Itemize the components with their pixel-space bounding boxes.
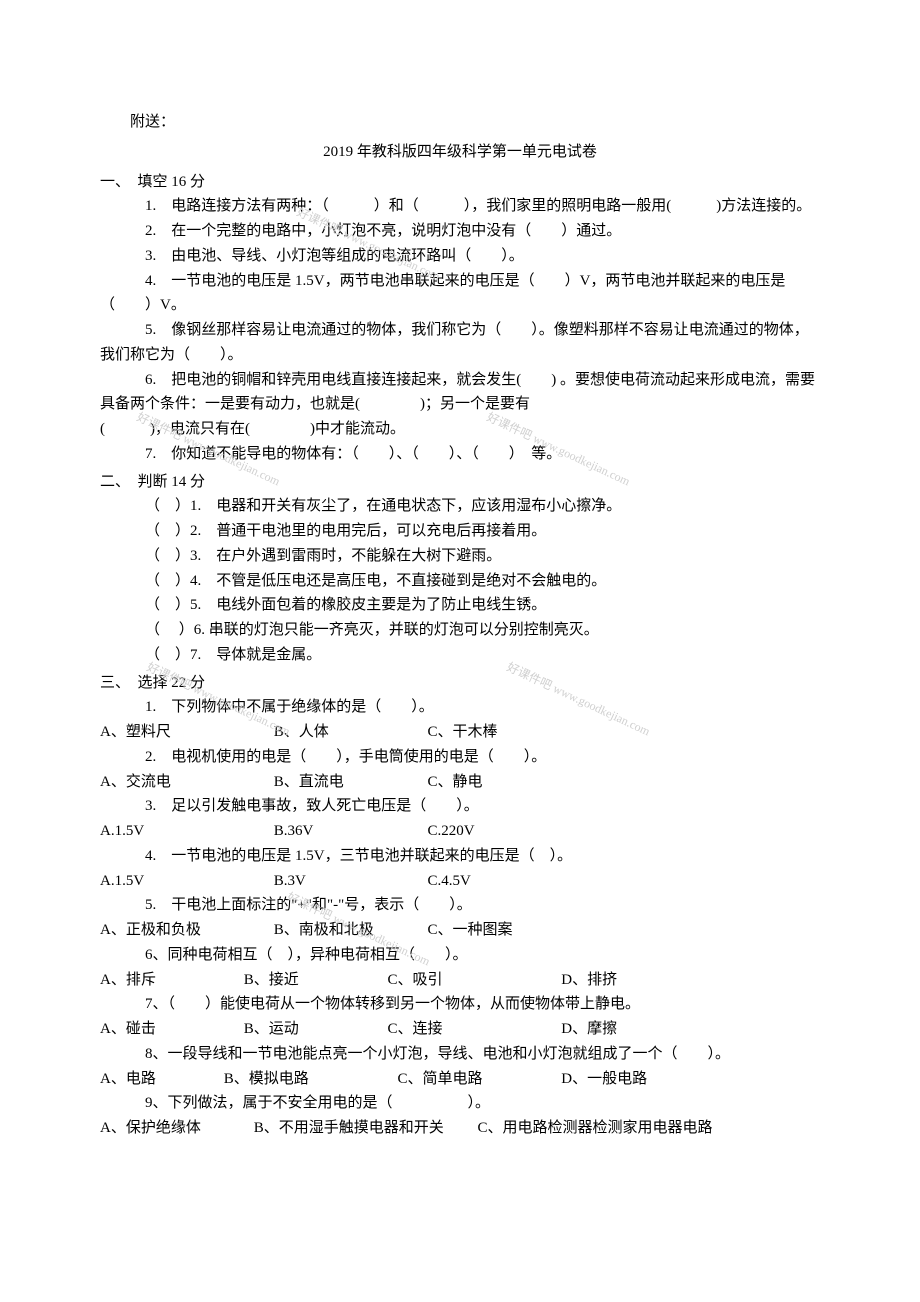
s1-q1: 1. 电路连接方法有两种：（ ）和（ ），我们家里的照明电路一般用( )方法连接…: [100, 194, 820, 219]
s3-q9-c: C、用电路检测器检测家用电器电路: [478, 1116, 713, 1141]
prefix-text: 附送：: [100, 110, 820, 135]
s3-q7: 7、（ ）能使电荷从一个物体转移到另一个物体，从而使物体带上静电。: [100, 992, 820, 1017]
exam-page: 好课件吧 www.goodkejian.com 好课件吧 www.goodkej…: [0, 0, 920, 1302]
s3-q5-c: C、一种图案: [428, 918, 513, 943]
s3-q5-options: A、正极和负极 B、南极和北极 C、一种图案: [100, 918, 820, 943]
s3-q8-a: A、电路: [100, 1067, 220, 1092]
s2-q4: （ ）4. 不管是低压电还是高压电，不直接碰到是绝对不会触电的。: [100, 569, 820, 594]
s3-q3-options: A.1.5V B.36V C.220V: [100, 819, 820, 844]
s3-q2-a: A、交流电: [100, 770, 270, 795]
s3-q8-d: D、一般电路: [561, 1067, 647, 1092]
s3-q7-c: C、连接: [388, 1017, 558, 1042]
s1-q6a: 6. 把电池的铜帽和锌壳用电线直接连接起来，就会发生( ) 。要想使电荷流动起来…: [100, 368, 820, 418]
s3-q8-c: C、简单电路: [398, 1067, 558, 1092]
s3-q4-options: A.1.5V B.3V C.4.5V: [100, 869, 820, 894]
s2-q6: （ ）6. 串联的灯泡只能一齐亮灭，并联的灯泡可以分别控制亮灭。: [100, 618, 820, 643]
s3-q2: 2. 电视机使用的电是（ ），手电筒使用的电是（ ）。: [100, 745, 820, 770]
s3-q1: 1. 下列物体中不属于绝缘体的是（ ）。: [100, 695, 820, 720]
s3-q5-b: B、南极和北极: [274, 918, 424, 943]
s3-q9-a: A、保护绝缘体: [100, 1116, 250, 1141]
s3-q3-b: B.36V: [274, 819, 424, 844]
s3-q7-d: D、摩擦: [561, 1017, 617, 1042]
s1-q4: 4. 一节电池的电压是 1.5V，两节电池串联起来的电压是（ ）V，两节电池并联…: [100, 269, 820, 319]
s3-q2-b: B、直流电: [274, 770, 424, 795]
s1-q2: 2. 在一个完整的电路中，小灯泡不亮，说明灯泡中没有（ ）通过。: [100, 219, 820, 244]
s2-q5: （ ）5. 电线外面包着的橡胶皮主要是为了防止电线生锈。: [100, 593, 820, 618]
s3-q9-options: A、保护绝缘体 B、不用湿手触摸电器和开关 C、用电路检测器检测家用电器电路: [100, 1116, 820, 1141]
s3-q5: 5. 干电池上面标注的"+"和"-"号，表示（ ）。: [100, 893, 820, 918]
s3-q9-b: B、不用湿手触摸电器和开关: [254, 1116, 474, 1141]
s3-q6-a: A、排斥: [100, 968, 240, 993]
s2-q7: （ ）7. 导体就是金属。: [100, 643, 820, 668]
s2-q3: （ ）3. 在户外遇到雷雨时，不能躲在大树下避雨。: [100, 544, 820, 569]
s3-q3: 3. 足以引发触电事故，致人死亡电压是（ ）。: [100, 794, 820, 819]
s3-q2-options: A、交流电 B、直流电 C、静电: [100, 770, 820, 795]
s3-q7-options: A、碰击 B、运动 C、连接 D、摩擦: [100, 1017, 820, 1042]
s3-q8-b: B、模拟电路: [224, 1067, 394, 1092]
s3-q4: 4. 一节电池的电压是 1.5V，三节电池并联起来的电压是（ ）。: [100, 844, 820, 869]
s2-q1: （ ）1. 电器和开关有灰尘了，在通电状态下，应该用湿布小心擦净。: [100, 494, 820, 519]
s3-q8-options: A、电路 B、模拟电路 C、简单电路 D、一般电路: [100, 1067, 820, 1092]
s3-q4-a: A.1.5V: [100, 869, 270, 894]
s3-q6-b: B、接近: [244, 968, 384, 993]
s3-q1-options: A、塑料尺 B、人体 C、干木棒: [100, 720, 820, 745]
s1-q3: 3. 由电池、导线、小灯泡等组成的电流环路叫（ ）。: [100, 244, 820, 269]
s3-q6-c: C、吸引: [388, 968, 558, 993]
s3-q5-a: A、正极和负极: [100, 918, 270, 943]
exam-title: 2019 年教科版四年级科学第一单元电试卷: [100, 140, 820, 165]
section-2-heading: 二、 判断 14 分: [100, 470, 820, 495]
s3-q6-options: A、排斥 B、接近 C、吸引 D、排挤: [100, 968, 820, 993]
s1-q6b: ( )，电流只有在( )中才能流动。: [100, 417, 820, 442]
s1-q5: 5. 像钢丝那样容易让电流通过的物体，我们称它为（ ）。像塑料那样不容易让电流通…: [100, 318, 820, 368]
section-1-heading: 一、 填空 16 分: [100, 170, 820, 195]
s3-q7-b: B、运动: [244, 1017, 384, 1042]
s3-q1-b: B、人体: [274, 720, 424, 745]
s3-q2-c: C、静电: [428, 770, 483, 795]
s3-q8: 8、一段导线和一节电池能点亮一个小灯泡，导线、电池和小灯泡就组成了一个（ ）。: [100, 1042, 820, 1067]
s3-q1-a: A、塑料尺: [100, 720, 270, 745]
s3-q7-a: A、碰击: [100, 1017, 240, 1042]
s3-q4-b: B.3V: [274, 869, 424, 894]
s3-q6: 6、同种电荷相互（ ），异种电荷相互（ ）。: [100, 943, 820, 968]
s3-q4-c: C.4.5V: [428, 869, 471, 894]
s3-q3-a: A.1.5V: [100, 819, 270, 844]
s3-q1-c: C、干木棒: [428, 720, 498, 745]
s1-q7: 7. 你知道不能导电的物体有：（ ）、（ ）、（ ） 等。: [100, 442, 820, 467]
s3-q3-c: C.220V: [428, 819, 475, 844]
s3-q6-d: D、排挤: [561, 968, 617, 993]
s3-q9: 9、下列做法，属于不安全用电的是（ ）。: [100, 1091, 820, 1116]
section-3-heading: 三、 选择 22 分: [100, 671, 820, 696]
s2-q2: （ ）2. 普通干电池里的电用完后，可以充电后再接着用。: [100, 519, 820, 544]
